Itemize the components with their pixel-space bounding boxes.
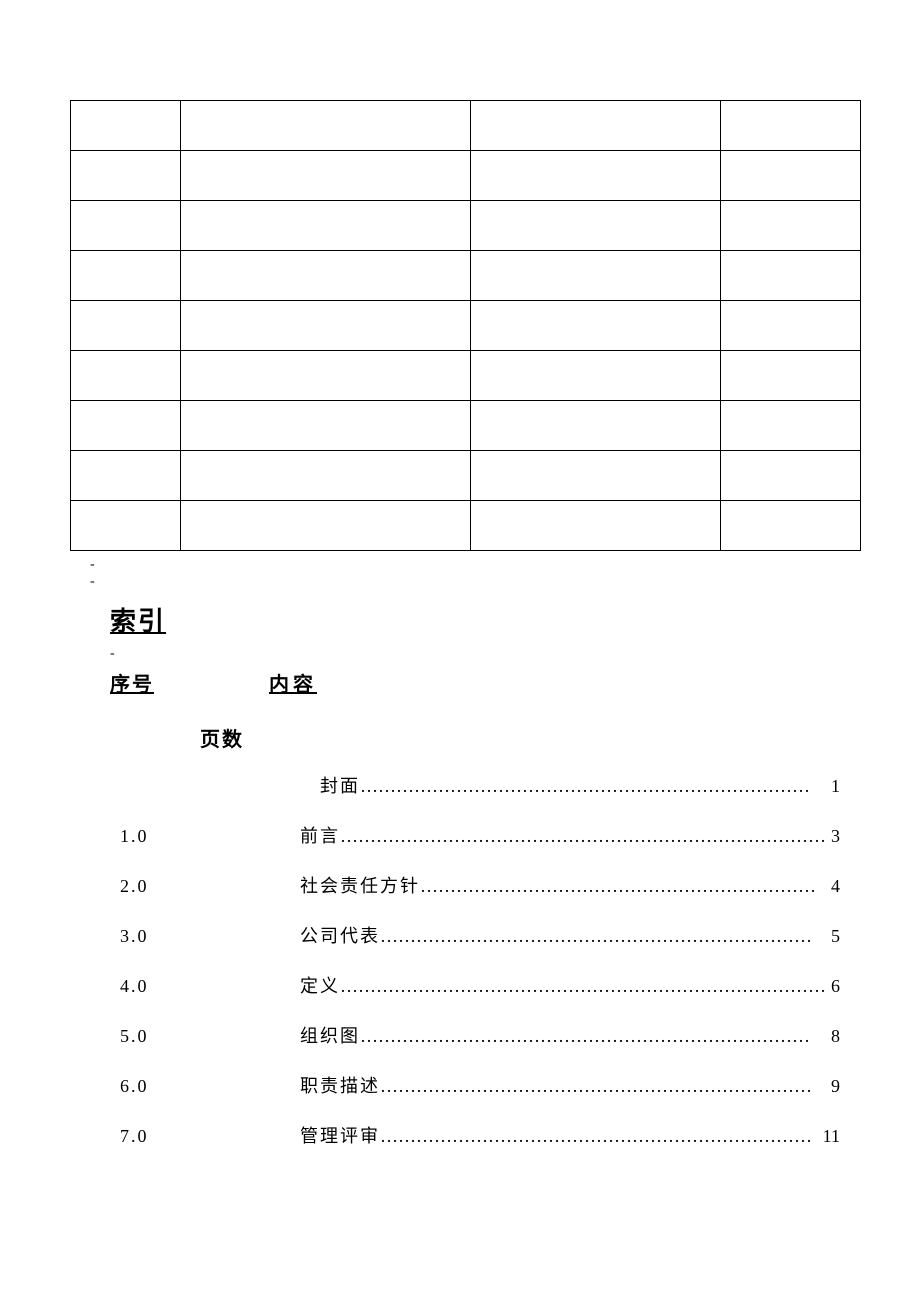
toc-page: 8 — [827, 1026, 840, 1047]
table-cell — [471, 501, 721, 551]
toc-headers: 序号 内容 页数 — [70, 668, 850, 752]
toc-row-cover: 封面 ………………………………………………………………… 1 — [70, 772, 850, 798]
toc-seq: 1.0 — [120, 826, 300, 847]
table-cell — [181, 251, 471, 301]
table-cell — [721, 251, 861, 301]
toc-label: 职责描述 — [300, 1072, 380, 1098]
table-cell — [471, 101, 721, 151]
table-cell — [181, 151, 471, 201]
table-cell — [721, 401, 861, 451]
header-content: 内容 — [269, 668, 317, 697]
table-cell — [721, 451, 861, 501]
toc-page: 3 — [827, 826, 840, 847]
table-cell — [71, 451, 181, 501]
toc-label: 社会责任方针 — [300, 872, 420, 898]
toc-dots: ………………………………………………………………… — [360, 1026, 827, 1047]
toc-page: 11 — [819, 1126, 840, 1147]
toc-dots: ………………………………………………………………… — [360, 776, 827, 797]
toc-page: 9 — [827, 1076, 840, 1097]
table-cell — [181, 101, 471, 151]
table-cell — [181, 201, 471, 251]
table-cell — [181, 451, 471, 501]
toc-label: 管理评审 — [300, 1122, 380, 1148]
table-cell — [71, 101, 181, 151]
table-cell — [471, 301, 721, 351]
toc-seq: 7.0 — [120, 1126, 300, 1147]
table-cell — [71, 151, 181, 201]
toc-dots: ……………………………………………………………………… — [340, 976, 827, 997]
table-cell — [471, 351, 721, 401]
toc-page: 6 — [827, 976, 840, 997]
dash-mark-2: - — [110, 646, 850, 663]
toc-label: 前言 — [300, 822, 340, 848]
table-cell — [721, 101, 861, 151]
toc-row: 3.0公司代表………………………………………………………………5 — [70, 922, 850, 948]
table-cell — [71, 401, 181, 451]
table-cell — [721, 301, 861, 351]
dash-marks: -- — [90, 557, 850, 591]
toc-dots: ……………………………………………………………………… — [340, 826, 827, 847]
table-cell — [71, 501, 181, 551]
toc-label: 封面 — [320, 772, 360, 798]
table-cell — [471, 151, 721, 201]
table-cell — [181, 351, 471, 401]
toc-row: 5.0组织图…………………………………………………………………8 — [70, 1022, 850, 1048]
toc-seq: 3.0 — [120, 926, 300, 947]
toc-label: 组织图 — [300, 1022, 360, 1048]
toc-seq: 4.0 — [120, 976, 300, 997]
toc-page: 5 — [827, 926, 840, 947]
table-cell — [721, 151, 861, 201]
toc-page: 1 — [827, 776, 840, 797]
header-page: 页数 — [200, 723, 244, 752]
index-title: 索引 — [110, 601, 850, 638]
empty-table — [70, 100, 861, 551]
table-cell — [721, 201, 861, 251]
toc-label: 定义 — [300, 972, 340, 998]
table-cell — [71, 301, 181, 351]
header-seq: 序号 — [110, 668, 154, 697]
toc-page: 4 — [827, 876, 840, 897]
toc-row: 4.0定义………………………………………………………………………6 — [70, 972, 850, 998]
table-cell — [181, 501, 471, 551]
toc-list: 封面 ………………………………………………………………… 1 1.0前言…………… — [70, 772, 850, 1148]
toc-row: 2.0社会责任方针…………………………………………………………4 — [70, 872, 850, 898]
toc-label: 公司代表 — [300, 922, 380, 948]
table-cell — [181, 401, 471, 451]
table-cell — [721, 351, 861, 401]
table-cell — [471, 251, 721, 301]
toc-dots: ……………………………………………………………… — [380, 1126, 819, 1147]
table-cell — [471, 451, 721, 501]
table-cell — [721, 501, 861, 551]
toc-row: 6.0职责描述………………………………………………………………9 — [70, 1072, 850, 1098]
toc-dots: ……………………………………………………………… — [380, 1076, 827, 1097]
table-cell — [181, 301, 471, 351]
table-cell — [471, 401, 721, 451]
table-cell — [71, 201, 181, 251]
table-cell — [71, 251, 181, 301]
toc-dots: ……………………………………………………………… — [380, 926, 827, 947]
table-cell — [71, 351, 181, 401]
toc-row: 1.0前言………………………………………………………………………3 — [70, 822, 850, 848]
toc-seq: 5.0 — [120, 1026, 300, 1047]
toc-seq: 2.0 — [120, 876, 300, 897]
toc-row: 7.0管理评审………………………………………………………………11 — [70, 1122, 850, 1148]
toc-dots: ………………………………………………………… — [420, 876, 827, 897]
table-cell — [471, 201, 721, 251]
toc-seq: 6.0 — [120, 1076, 300, 1097]
